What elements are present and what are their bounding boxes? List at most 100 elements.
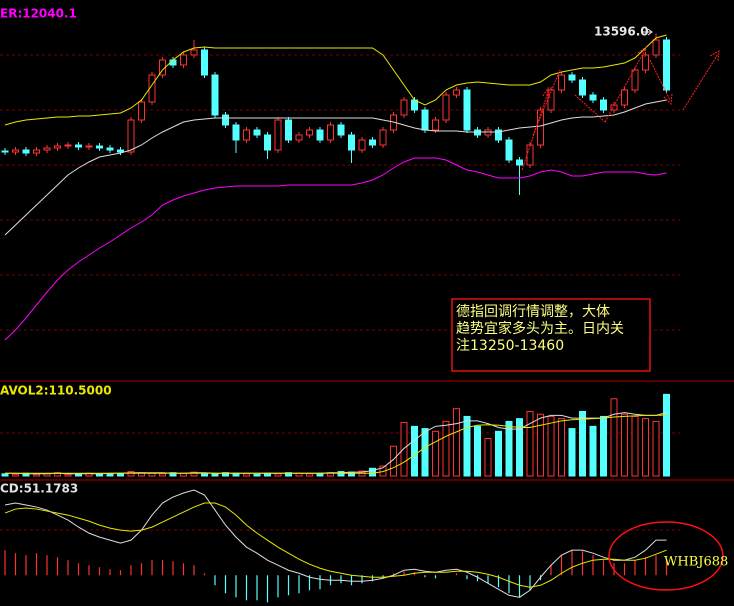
candle-body	[117, 149, 124, 153]
plot-area	[1, 33, 670, 603]
candle-body	[64, 144, 72, 147]
candle-body	[127, 119, 135, 153]
volume-bar	[568, 428, 576, 477]
volume-bar	[600, 415, 607, 477]
arrow-head	[709, 50, 720, 62]
candle-body	[558, 74, 565, 91]
volume-bar	[453, 408, 460, 477]
volume-bar	[421, 428, 429, 477]
candle-body	[579, 79, 586, 96]
candle-body	[222, 114, 229, 126]
indicator-line	[4, 502, 667, 588]
candle-body	[201, 49, 208, 76]
indicator-label: AVOL2:110.5000	[0, 384, 112, 398]
candle-body	[505, 139, 513, 161]
hand-drawn-arrows	[521, 45, 720, 171]
indicator-line	[4, 34, 667, 126]
candle-body	[211, 74, 219, 116]
volume-bar	[642, 418, 649, 477]
volume-bar	[537, 413, 544, 477]
volume-bar	[390, 445, 397, 477]
candle-body	[379, 129, 387, 146]
volume-bar	[463, 415, 471, 477]
candle-body	[54, 145, 61, 149]
watermark: WHBJ688	[664, 555, 728, 570]
indicator-line	[4, 99, 667, 236]
note-line: 注13250-13460	[456, 338, 564, 354]
volume-bar	[579, 410, 586, 477]
candle-body	[243, 129, 250, 141]
volume-bar	[33, 473, 40, 477]
candle-body	[400, 99, 408, 116]
arrow	[604, 49, 646, 123]
arrow	[521, 91, 549, 171]
candle-body	[568, 74, 576, 81]
volume-bar	[516, 418, 523, 477]
indicator-line	[4, 157, 667, 341]
candle-body	[43, 147, 51, 151]
volume-bar	[505, 420, 513, 477]
arrow	[649, 59, 671, 101]
candle-body	[33, 149, 40, 154]
candle-body	[495, 129, 502, 141]
candle-body	[232, 124, 240, 141]
volume-bar	[652, 420, 660, 477]
volume-bar	[337, 471, 345, 477]
highlight-ellipse	[608, 521, 724, 591]
volume-bar	[54, 472, 61, 477]
candle-body	[274, 119, 282, 151]
candle-body	[369, 139, 376, 146]
candle-body	[96, 145, 103, 149]
high-arrow-head	[647, 28, 653, 36]
candle-body	[442, 94, 450, 121]
note-line: 德指回调行情调整，大体	[456, 304, 610, 320]
candle-body	[1, 150, 9, 153]
candle-body	[663, 39, 670, 91]
volume-bar	[474, 425, 481, 477]
candle-body	[106, 147, 114, 151]
indicator-label: ER:12040.1	[0, 7, 77, 21]
candle-body	[12, 149, 19, 153]
volume-bar	[159, 473, 166, 477]
volume-bar	[64, 473, 72, 477]
note-line: 趋势宜家多头为主。日内关	[456, 320, 624, 337]
volume-bar	[306, 473, 313, 477]
volume-bar	[526, 410, 534, 477]
candle-body	[589, 94, 597, 101]
candle-body	[253, 129, 261, 136]
volume-bar	[106, 473, 114, 477]
volume-bar	[96, 473, 103, 477]
volume-bar	[222, 472, 229, 477]
volume-bar	[285, 472, 292, 477]
candle-body	[621, 89, 628, 106]
volume-bar	[379, 465, 387, 477]
arrow	[682, 53, 719, 111]
candle-body	[600, 99, 607, 111]
candle-body	[631, 69, 639, 91]
candle-body	[190, 49, 198, 56]
candle-body	[138, 101, 145, 121]
volume-bar	[663, 393, 670, 477]
volume-bar	[274, 473, 282, 477]
volume-bar	[484, 437, 492, 477]
candle-body	[652, 39, 660, 56]
candle-body	[75, 144, 82, 148]
candle-body	[453, 89, 460, 96]
candle-body	[421, 109, 429, 131]
volume-bar	[169, 472, 177, 477]
volume-bar	[495, 430, 502, 477]
candle-body	[306, 129, 313, 136]
indicator-line	[4, 489, 667, 598]
candle-body	[463, 89, 471, 131]
note-box	[451, 298, 651, 372]
volume-bar	[631, 415, 639, 477]
candle-body	[327, 124, 334, 141]
volume-bar	[243, 473, 250, 477]
volume-bar	[411, 425, 418, 477]
volume-bar	[558, 418, 565, 477]
volume-bar	[621, 413, 628, 477]
candle-body	[642, 54, 649, 71]
volume-bar	[547, 415, 555, 477]
arrow	[574, 94, 606, 123]
